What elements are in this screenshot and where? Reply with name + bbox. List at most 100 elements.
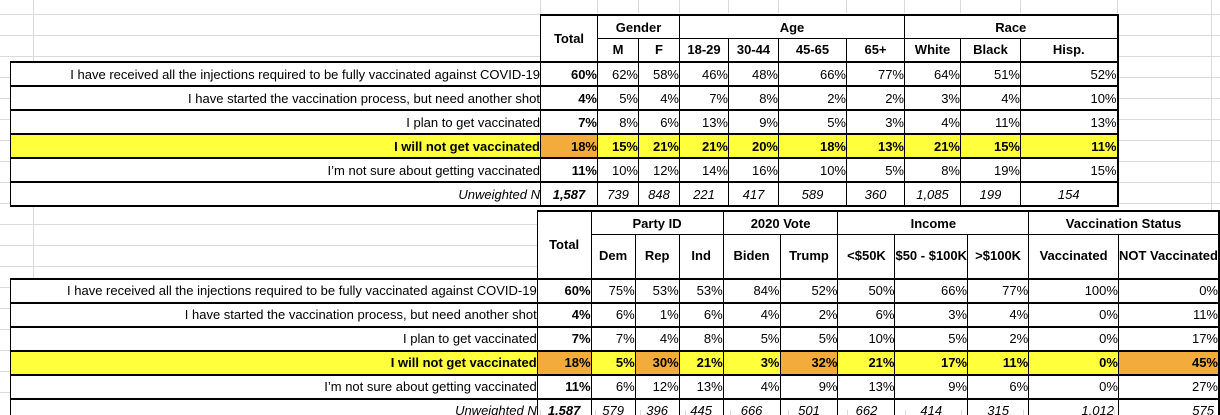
value-cell[interactable]: 1,012: [1028, 397, 1119, 415]
value-cell[interactable]: 77%: [846, 61, 905, 87]
value-cell[interactable]: 0%: [1028, 325, 1119, 352]
group-header-party-id[interactable]: Party ID: [590, 210, 724, 235]
value-cell[interactable]: 7%: [590, 325, 636, 352]
value-cell[interactable]: 66%: [778, 61, 847, 87]
value-cell[interactable]: 11%: [1020, 133, 1119, 159]
row-label[interactable]: I plan to get vaccinated: [10, 325, 538, 352]
value-cell[interactable]: 11%: [967, 349, 1030, 376]
row-label[interactable]: I have received all the injections requi…: [10, 61, 541, 87]
value-cell[interactable]: 3%: [904, 85, 961, 111]
value-cell[interactable]: 11%: [536, 373, 592, 400]
value-cell[interactable]: 666: [722, 397, 781, 415]
value-cell[interactable]: 396: [634, 397, 680, 415]
row-label[interactable]: I plan to get vaccinated: [10, 109, 541, 135]
value-cell[interactable]: 5%: [722, 325, 781, 352]
value-cell[interactable]: 8%: [678, 325, 724, 352]
value-cell[interactable]: 315: [967, 397, 1030, 415]
total-column-header[interactable]: Total: [540, 14, 598, 63]
value-cell[interactable]: 15%: [597, 133, 639, 159]
value-cell[interactable]: 2%: [846, 85, 905, 111]
row-label[interactable]: Unweighted N: [10, 181, 541, 207]
column-header-biden[interactable]: Biden: [722, 234, 781, 280]
value-cell[interactable]: 50%: [837, 277, 896, 304]
value-cell[interactable]: 10%: [597, 157, 639, 183]
value-cell[interactable]: 4%: [722, 301, 781, 328]
value-cell[interactable]: 4%: [722, 373, 781, 400]
value-cell[interactable]: 4%: [634, 325, 680, 352]
value-cell[interactable]: 11%: [540, 157, 598, 183]
value-cell[interactable]: 2%: [779, 301, 839, 328]
value-cell[interactable]: 20%: [728, 133, 779, 159]
value-cell[interactable]: 1,085: [904, 181, 961, 207]
value-cell[interactable]: 7%: [679, 85, 729, 111]
group-header-race[interactable]: Race: [904, 14, 1119, 39]
value-cell[interactable]: 77%: [967, 277, 1030, 304]
value-cell[interactable]: 9%: [779, 373, 839, 400]
row-label[interactable]: I will not get vaccinated: [10, 133, 541, 159]
value-cell[interactable]: 21%: [904, 133, 961, 159]
column-header-50-100k[interactable]: $50 - $100K: [894, 234, 969, 280]
value-cell[interactable]: 1%: [634, 301, 680, 328]
value-cell[interactable]: 60%: [536, 277, 592, 304]
value-cell[interactable]: 13%: [678, 373, 724, 400]
value-cell[interactable]: 52%: [1020, 61, 1119, 87]
value-cell[interactable]: 8%: [597, 109, 639, 135]
group-header-vaccination-status[interactable]: Vaccination Status: [1028, 210, 1220, 235]
value-cell[interactable]: 8%: [904, 157, 961, 183]
value-cell[interactable]: 53%: [678, 277, 724, 304]
value-cell[interactable]: 848: [638, 181, 680, 207]
column-header-18-29[interactable]: 18-29: [679, 38, 729, 63]
value-cell[interactable]: 417: [728, 181, 779, 207]
value-cell[interactable]: 5%: [778, 109, 847, 135]
column-header-100k[interactable]: >$100K: [967, 234, 1030, 280]
column-header-65[interactable]: 65+: [846, 38, 905, 63]
value-cell[interactable]: 3%: [894, 301, 969, 328]
value-cell[interactable]: 9%: [728, 109, 779, 135]
value-cell[interactable]: 199: [960, 181, 1021, 207]
value-cell[interactable]: 445: [678, 397, 724, 415]
value-cell[interactable]: 5%: [779, 325, 839, 352]
row-label[interactable]: I will not get vaccinated: [10, 349, 538, 376]
row-label[interactable]: I have started the vaccination process, …: [10, 85, 541, 111]
value-cell[interactable]: 58%: [638, 61, 680, 87]
column-header-white[interactable]: White: [904, 38, 961, 63]
value-cell[interactable]: 2%: [967, 325, 1030, 352]
value-cell[interactable]: 3%: [722, 349, 781, 376]
value-cell[interactable]: 6%: [590, 373, 636, 400]
column-header-ind[interactable]: Ind: [678, 234, 724, 280]
column-header-30-44[interactable]: 30-44: [728, 38, 779, 63]
column-header-45-65[interactable]: 45-65: [778, 38, 847, 63]
value-cell[interactable]: 12%: [634, 373, 680, 400]
value-cell[interactable]: 1,587: [540, 181, 598, 207]
value-cell[interactable]: 6%: [678, 301, 724, 328]
value-cell[interactable]: 9%: [894, 373, 969, 400]
column-header-50k[interactable]: <$50K: [837, 234, 896, 280]
value-cell[interactable]: 52%: [779, 277, 839, 304]
value-cell[interactable]: 13%: [837, 373, 896, 400]
value-cell[interactable]: 48%: [728, 61, 779, 87]
value-cell[interactable]: 2%: [778, 85, 847, 111]
value-cell[interactable]: 5%: [846, 157, 905, 183]
value-cell[interactable]: 11%: [960, 109, 1021, 135]
value-cell[interactable]: 0%: [1028, 373, 1119, 400]
value-cell[interactable]: 17%: [894, 349, 969, 376]
value-cell[interactable]: 21%: [638, 133, 680, 159]
value-cell[interactable]: 154: [1020, 181, 1119, 207]
column-header-black[interactable]: Black: [960, 38, 1021, 63]
value-cell[interactable]: 15%: [960, 133, 1021, 159]
value-cell[interactable]: 32%: [779, 349, 839, 376]
value-cell[interactable]: 360: [846, 181, 905, 207]
value-cell[interactable]: 0%: [1028, 301, 1119, 328]
column-header-m[interactable]: M: [597, 38, 639, 63]
value-cell[interactable]: 13%: [679, 109, 729, 135]
value-cell[interactable]: 21%: [678, 349, 724, 376]
value-cell[interactable]: 13%: [846, 133, 905, 159]
value-cell[interactable]: 66%: [894, 277, 969, 304]
value-cell[interactable]: 0%: [1028, 349, 1119, 376]
value-cell[interactable]: 10%: [1020, 85, 1119, 111]
value-cell[interactable]: 17%: [1117, 325, 1220, 352]
value-cell[interactable]: 3%: [846, 109, 905, 135]
value-cell[interactable]: 27%: [1117, 373, 1220, 400]
column-header-trump[interactable]: Trump: [779, 234, 839, 280]
row-label[interactable]: I have received all the injections requi…: [10, 277, 538, 304]
